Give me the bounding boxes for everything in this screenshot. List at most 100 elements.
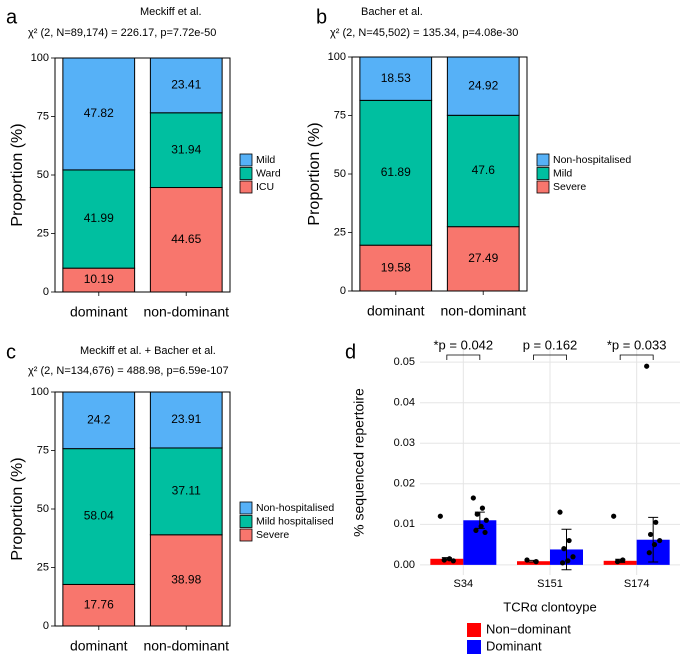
legend-swatch [467,640,481,654]
legend-label: Non−dominant [486,621,571,636]
panel-label: a [6,6,18,28]
data-point [479,505,486,511]
y-tick-label: 50 [37,169,49,181]
data-point [446,556,453,562]
value-label: 47.82 [84,106,114,120]
y-tick-label: 100 [31,52,49,64]
data-point [620,557,626,563]
significance-bracket [619,354,654,360]
data-point [657,537,663,544]
data-point [646,550,652,556]
data-point [524,557,530,563]
y-tick-label: 0.02 [394,478,415,490]
legend-label: Severe [256,529,289,541]
data-point [565,558,571,564]
y-tick-label: 0 [43,620,49,632]
legend-label: Mild [553,167,572,179]
value-label: 18.53 [381,71,411,85]
value-label: 19.58 [381,260,411,274]
x-tick-label: S34 [454,578,474,590]
y-axis-label: Proportion (%) [306,122,323,225]
y-tick-label: 0 [43,286,49,298]
panel-label: c [6,341,16,363]
value-label: 24.92 [468,78,498,92]
y-tick-label: 0.03 [394,437,415,449]
value-label: 38.98 [171,573,201,587]
data-point [450,558,456,564]
bar-segment [62,583,136,627]
value-label: 44.65 [171,232,201,246]
legend-swatch [239,167,253,180]
panel-label: b [316,6,327,28]
error-bar [648,516,659,563]
legend-swatch [536,180,550,194]
bar-segment [149,57,223,114]
value-label: 47.6 [472,163,496,177]
y-tick-label: 0.00 [394,559,415,571]
legend-swatch [467,623,481,637]
value-label: 37.11 [172,484,201,498]
value-label: 61.89 [381,165,411,179]
legend-label: Ward [256,167,281,179]
bar [430,558,464,565]
data-point [533,559,539,565]
data-point [614,559,621,565]
data-point [570,554,576,560]
x-tick-label: non-dominant [143,638,229,654]
y-tick-label: 50 [334,168,346,180]
data-point [653,519,659,525]
bar-segment [359,99,433,246]
y-tick-label: 75 [37,444,49,456]
bar-segment [62,169,136,269]
significance-bracket [446,354,481,360]
chart-title: Meckiff et al. + Bacher et al. [80,345,216,357]
legend-swatch [239,515,253,528]
bar-segment [359,244,433,292]
y-tick-label: 100 [328,51,346,63]
value-label: 23.41 [171,78,201,92]
value-label: 23.91 [171,412,201,426]
value-label: 41.99 [84,211,114,225]
legend-swatch [239,528,253,542]
x-tick-label: non-dominant [143,304,229,320]
y-tick-label: 100 [31,386,49,398]
x-tick-label: dominant [367,303,425,319]
y-tick-label: 75 [37,110,49,122]
y-tick-label: 50 [37,503,49,515]
y-axis-label: Proportion (%) [9,457,26,560]
legend-swatch [239,501,253,515]
x-axis-label: TCRα clontoype [503,599,597,614]
legend-label: Mild hospitalised [256,515,334,527]
data-point [470,495,476,501]
legend-label: Non-hospitalised [256,502,334,514]
chart-title: Meckiff et al. [140,6,202,18]
plot-frame [351,56,528,292]
chart-subtitle: χ² (2, N=89,174) = 226.17, p=7.72e-50 [28,27,216,39]
data-point [473,527,479,534]
panel-label: d [345,341,356,363]
legend-label: Mild [256,154,275,166]
bar-segment [149,447,223,536]
x-tick-label: S174 [624,578,650,590]
bar-segment [62,448,136,585]
chart-subtitle: χ² (2, N=45,502) = 135.34, p=4.08e-30 [330,27,518,39]
value-label: 24.2 [87,412,111,426]
p-value-annotation: p = 0.162 [523,337,578,352]
plot-frame [54,57,231,293]
data-point [611,513,617,519]
legend-label: Non-hospitalised [553,154,631,166]
legend-swatch [536,153,550,167]
bar-segment [149,391,223,449]
bar-segment [62,57,136,171]
data-point [482,529,488,536]
data-point [560,560,566,566]
x-tick-label: S151 [537,578,563,590]
bar-segment [62,391,136,450]
bar-segment [149,534,223,627]
x-tick-label: non-dominant [440,303,526,319]
data-point [483,517,489,523]
legend-swatch [536,167,550,180]
p-value-annotation: *p = 0.042 [434,337,494,352]
data-point [478,523,484,529]
